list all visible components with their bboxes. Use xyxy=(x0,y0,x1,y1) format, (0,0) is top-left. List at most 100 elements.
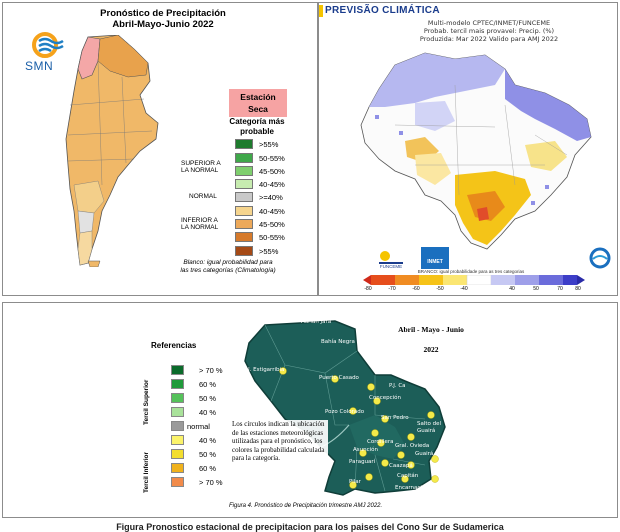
legend-title: Categoría más probable xyxy=(211,117,303,137)
legend-label: > 70 % xyxy=(199,366,223,375)
legend-label: >55% xyxy=(259,247,279,256)
city-label-pj-caballero: P.J. Ca xyxy=(389,383,406,389)
brazil-subtitle-line3: Produzida: Mar 2022 Valido para AMJ 2022 xyxy=(419,35,559,43)
legend-label: normal xyxy=(187,422,210,431)
legend-label: 45-50% xyxy=(259,167,285,176)
legend-swatch xyxy=(235,232,253,242)
legend-swatch xyxy=(171,435,184,445)
city-label-pozo-colorado: Pozo Colorado xyxy=(325,409,365,415)
legend-title-line1: Categoría más xyxy=(229,117,285,126)
scale-tick-label: 80 xyxy=(575,286,581,292)
funceme-logo: FUNCEME xyxy=(377,249,405,269)
scale-tick-label: -50 xyxy=(436,286,444,292)
argentina-title-line1: Pronóstico de Precipitación xyxy=(100,8,226,19)
inmet-logo: INMET xyxy=(421,247,449,269)
city-label-asuncion: Asunción xyxy=(353,447,379,453)
legend-label: >=40% xyxy=(259,193,283,202)
legend-label: 40 % xyxy=(199,408,217,417)
city-label-cordillera: Cordillera xyxy=(367,439,394,445)
legend-label: 60 % xyxy=(199,464,217,473)
period-label: Abril - Mayo - Junio xyxy=(398,325,464,334)
city-label-salto-del-guaira: Salto del Guairá xyxy=(417,421,442,434)
argentina-title-line2: Abril-Mayo-Junio 2022 xyxy=(112,19,214,30)
scale-tick-label: 50 xyxy=(533,286,539,292)
city-label-concepcion: Concepción xyxy=(369,395,401,401)
dry-station-line1: Estación xyxy=(240,92,276,102)
legend-swatch xyxy=(235,179,253,189)
brazil-map xyxy=(360,52,592,250)
city-label-san-pedro: San Pedro xyxy=(381,415,409,421)
argentina-map xyxy=(65,35,159,267)
legend-label: 50-55% xyxy=(259,154,285,163)
legend-label: 50-55% xyxy=(259,233,285,242)
argentina-forecast-panel: Pronóstico de Precipitación Abril-Mayo-J… xyxy=(2,2,318,296)
references-title: Referencias xyxy=(151,341,197,350)
legend-label: 40-45% xyxy=(259,207,285,216)
legend-label: 45-50% xyxy=(259,220,285,229)
argentina-note: Blanco: igual probabilidad para las tres… xyxy=(163,259,293,275)
legend-swatch xyxy=(171,379,184,389)
brazil-forecast-panel: PREVISÃO CLIMÁTICA Multi-modelo CPTEC/IN… xyxy=(318,2,618,296)
group-label-inferior: INFERIOR A LA NORMAL xyxy=(181,217,219,231)
legend-swatch xyxy=(235,246,253,256)
year-label: 2022 xyxy=(423,345,439,354)
paraguay-forecast-panel: Referencias Tercil Superior Tercil Infer… xyxy=(2,302,618,518)
legend-swatch xyxy=(235,153,253,163)
city-label-pilar: Pilar xyxy=(349,479,361,485)
scale-tick-label: 40 xyxy=(509,286,515,292)
legend-swatch xyxy=(171,407,184,417)
scale-tick-label: -80 xyxy=(364,286,372,292)
smn-logo: SMN xyxy=(25,29,75,79)
city-label-guaira: Guairá xyxy=(415,451,434,457)
legend-label: 50 % xyxy=(199,450,217,459)
argentina-note-line1: Blanco: igual probabilidad para xyxy=(183,259,273,266)
legend-swatch xyxy=(235,192,253,202)
axis-tercil-inferior-label: Tercil Inferior xyxy=(143,451,150,493)
paraguay-figure-caption: Figura 4. Pronóstico de Precipitación tr… xyxy=(229,503,383,509)
city-label-encarnacion: Encarnación xyxy=(395,485,429,491)
brazil-subtitle-line2: Probab. tercil mais provavel: Precip. (%… xyxy=(423,27,555,35)
title-accent-bar xyxy=(319,5,323,17)
legend-swatch xyxy=(235,219,253,229)
paraguay-map xyxy=(244,320,446,496)
legend-label: 50 % xyxy=(199,394,217,403)
legend-label: 60 % xyxy=(199,380,217,389)
city-label-bahia-negra: Bahía Negra xyxy=(321,339,355,345)
legend-swatch xyxy=(235,166,253,176)
city-label-gral-ovieda: Gral. Ovieda xyxy=(395,443,430,449)
argentina-note-line2: las tres categorías (Climatología) xyxy=(180,267,276,274)
city-label-adrian-jara: Adrián Jara xyxy=(301,319,332,325)
scale-tick-label: -40 xyxy=(460,286,468,292)
legend-title-line2: probable xyxy=(240,127,274,136)
scale-tick-label: -60 xyxy=(412,286,420,292)
argentina-title: Pronóstico de Precipitación Abril-Mayo-J… xyxy=(73,8,253,30)
axis-tercil-inferior: Tercil Inferior xyxy=(143,429,153,493)
city-label-puerto-casado: Puerto Casado xyxy=(319,375,359,381)
legend-label: 40-45% xyxy=(259,180,285,189)
bottom-caption: Figura Pronostico estacional de precipit… xyxy=(116,522,504,532)
city-label-paraguari: Paraguarí xyxy=(349,459,376,465)
legend-swatch xyxy=(171,463,184,473)
legend-swatch xyxy=(171,393,184,403)
brazil-note: BRANCO: igual probabilidade para as tres… xyxy=(417,269,525,274)
scale-tick-label: -70 xyxy=(388,286,396,292)
stations-note: Los círculos indican la ubicación de las… xyxy=(232,420,328,463)
smn-logo-text: SMN xyxy=(25,59,54,73)
dry-station-badge: Estación Seca xyxy=(229,89,287,117)
brazil-subtitle-line1: Multi-modelo CPTEC/INMET/FUNCEME xyxy=(427,19,551,27)
brazil-title: PREVISÃO CLIMÁTICA xyxy=(325,5,440,16)
legend-label: > 70 % xyxy=(199,478,223,487)
legend-swatch xyxy=(171,365,184,375)
legend-label: 40 % xyxy=(199,436,217,445)
legend-label: >55% xyxy=(259,140,279,149)
dry-station-line2: Seca xyxy=(248,104,268,114)
axis-tercil-superior-label: Tercil Superior xyxy=(143,379,150,425)
legend-swatch xyxy=(235,206,253,216)
group-label-superior: SUPERIOR A LA NORMAL xyxy=(181,160,221,174)
cptec-logo xyxy=(589,247,611,269)
legend-swatch xyxy=(171,477,184,487)
city-label-capitan: Capitán xyxy=(397,473,419,479)
legend-swatch xyxy=(171,449,184,459)
legend-swatch xyxy=(171,421,184,431)
inmet-logo-text: INMET xyxy=(427,259,443,265)
